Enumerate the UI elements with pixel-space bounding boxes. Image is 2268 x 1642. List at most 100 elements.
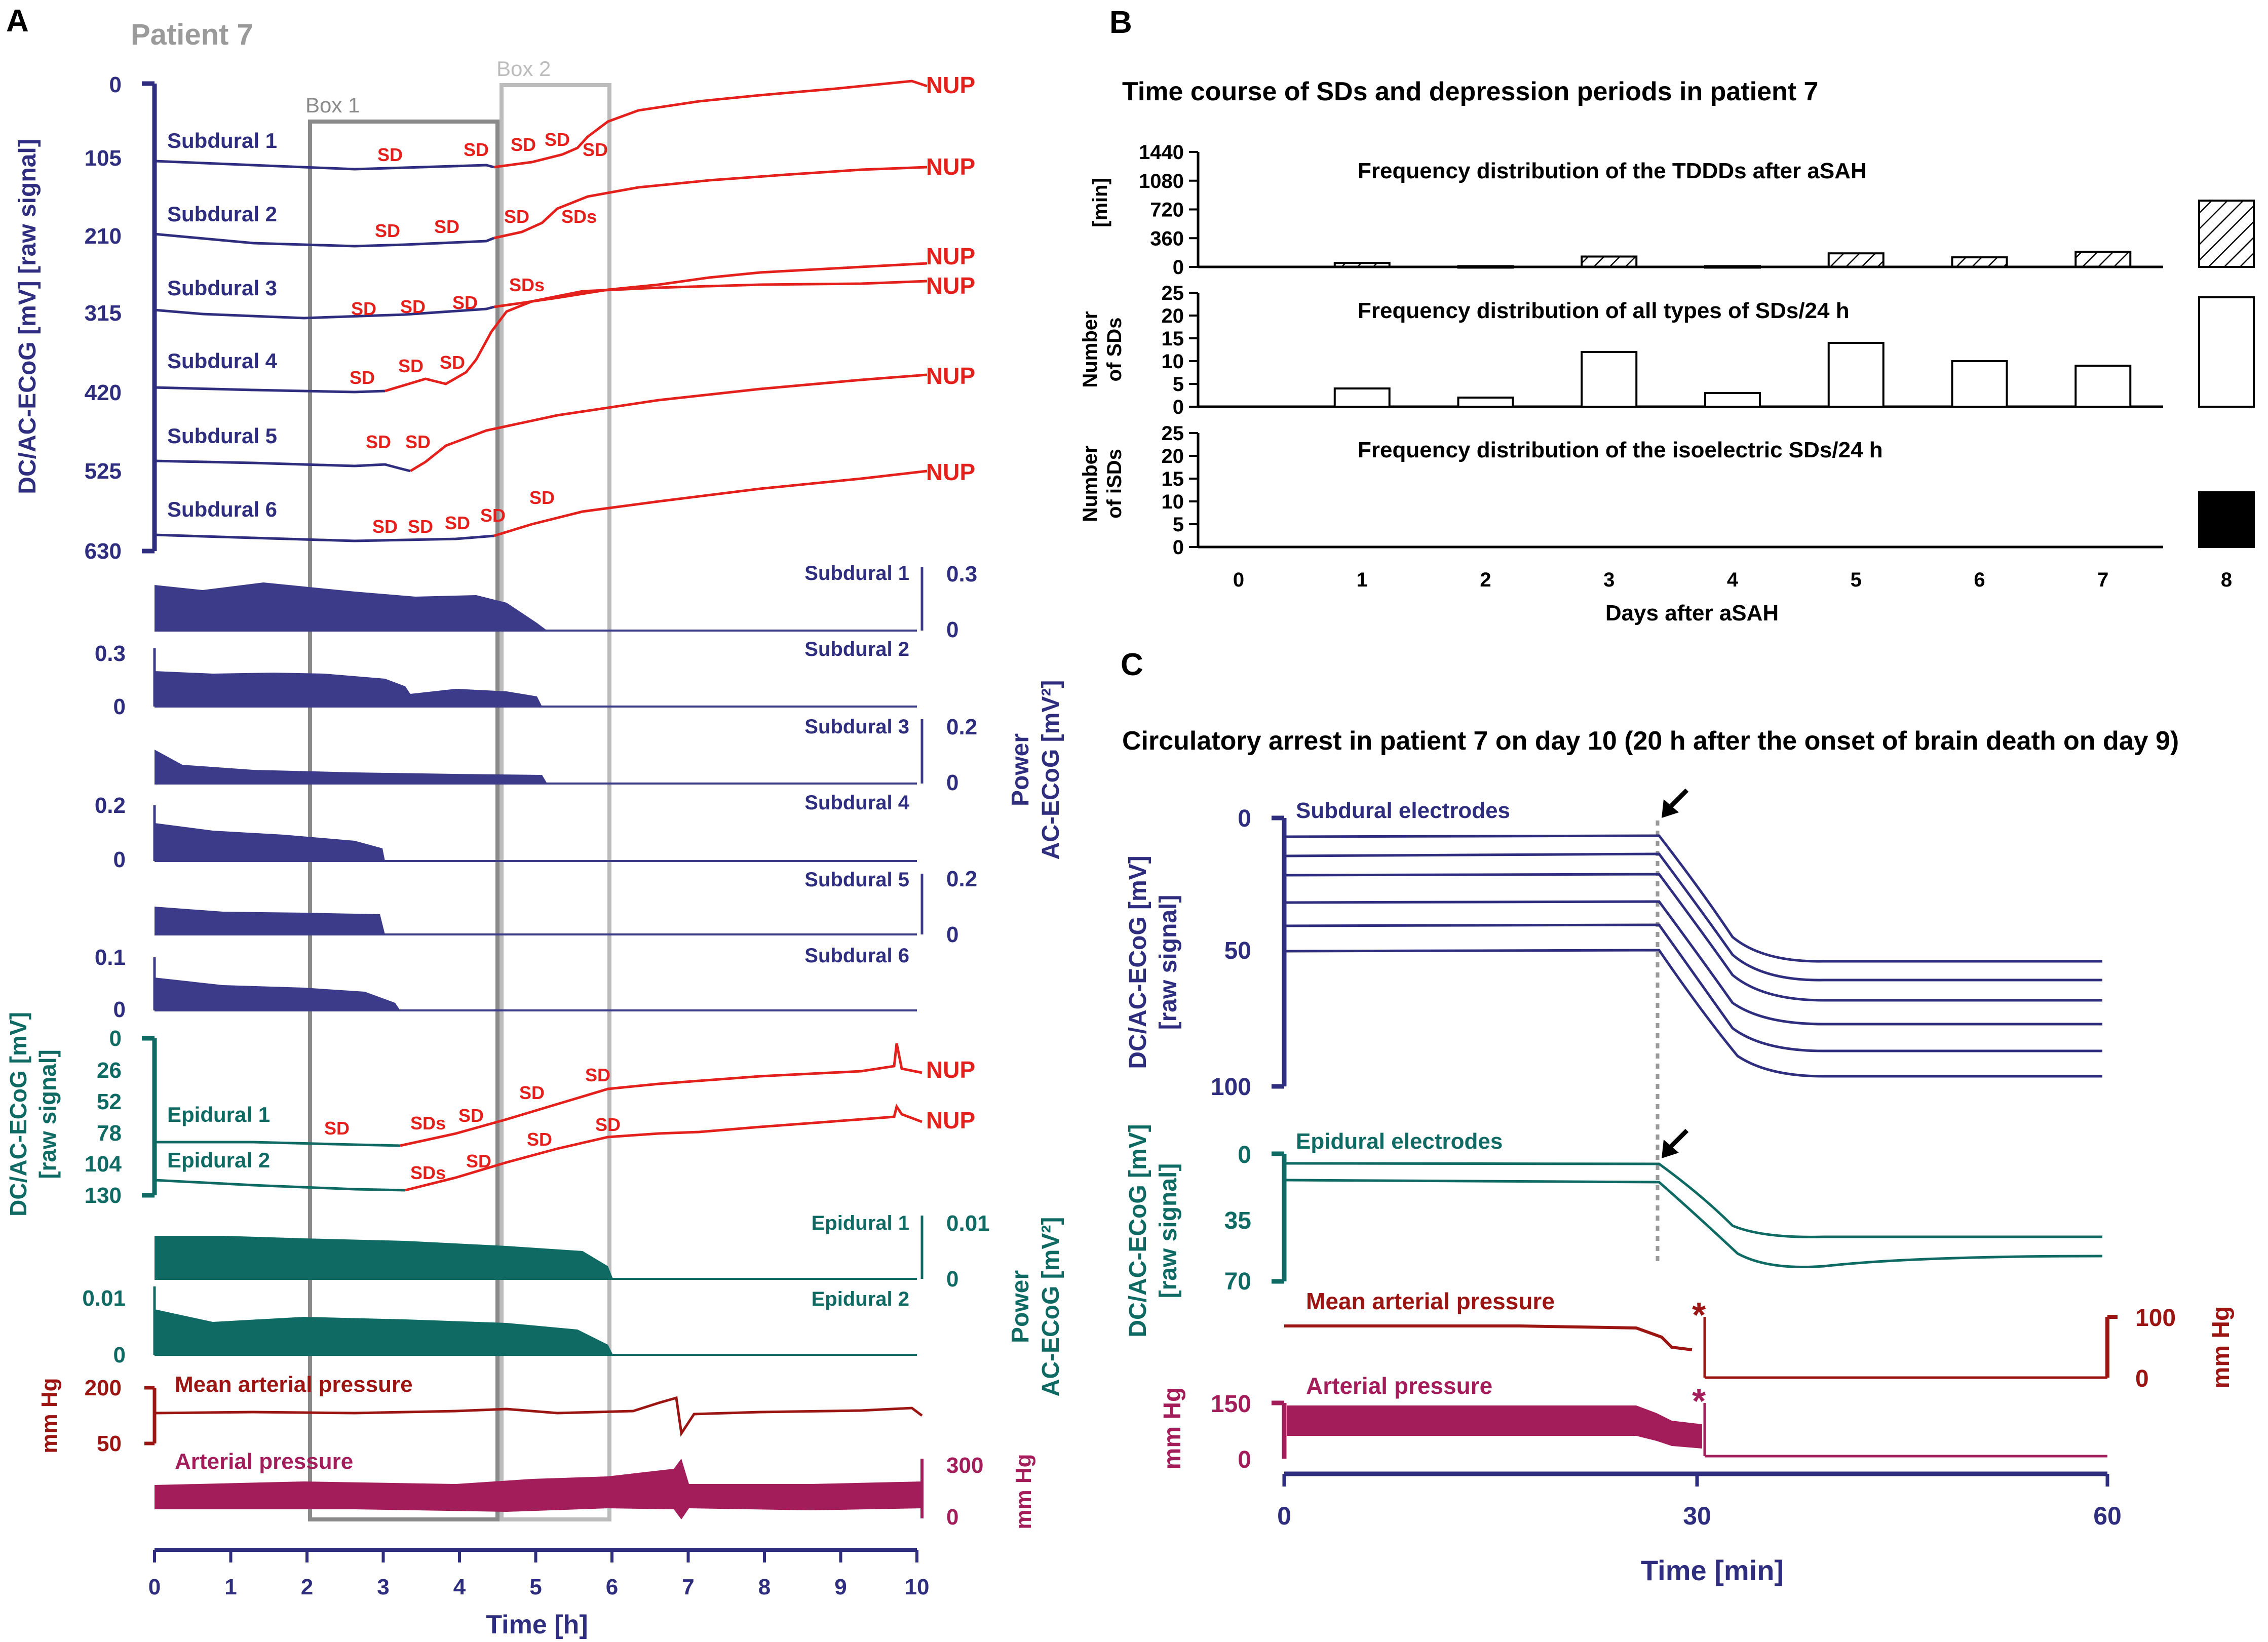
subdural-5-trace	[154, 459, 411, 473]
nup-labels: NUP NUP NUP NUP NUP NUP	[926, 72, 975, 485]
map-tick: 200	[85, 1376, 122, 1400]
epi-sd-mark: SD	[466, 1151, 491, 1171]
power-row-subdural-2	[155, 671, 542, 707]
sd-mark: SD	[408, 516, 433, 537]
a-x-tick: 2	[301, 1575, 313, 1599]
subdural-3-nup-trace	[493, 262, 928, 308]
chart-title-sds: Frequency distribution of all types of S…	[1358, 298, 1850, 323]
dc-y-label: DC/AC-ECoG [mV] [raw signal]	[14, 139, 41, 494]
epi-sd-mark: SD	[458, 1105, 484, 1126]
power-row-subdural-6	[155, 978, 400, 1010]
dc-tick: 105	[85, 146, 122, 171]
c-sub-traces	[1284, 834, 2102, 1078]
epidural-power: Epidural 1 Epidural 2 0.01 0 0.01 0 Powe…	[82, 1211, 1064, 1396]
sd-mark: SD	[445, 513, 470, 533]
epi-sd-mark: SD	[324, 1118, 350, 1139]
y-tick-label: 25	[1162, 282, 1184, 304]
panel-c-x-label: Time [min]	[1641, 1554, 1784, 1586]
subdural-power-labels: Subdural 1 Subdural 2 Subdural 3 Subdura…	[804, 562, 909, 967]
ap-tick: 300	[946, 1453, 983, 1478]
c-sub-trace	[1284, 834, 2102, 963]
epi-sd-mark: SDs	[410, 1113, 446, 1133]
c-sub-arrow-icon	[1666, 788, 1689, 811]
panel-b-letter: B	[1109, 5, 1132, 40]
y-tick-label: 0	[1173, 536, 1184, 559]
subdural-label: Subdural 3	[167, 276, 277, 300]
a-x-tick: 7	[682, 1575, 694, 1599]
b-x-tick: 7	[2097, 569, 2108, 591]
epi-y-label-1: DC/AC-ECoG [mV]	[5, 1012, 31, 1217]
bar-day-1	[1333, 262, 1391, 268]
y-tick-label: 10	[1162, 350, 1184, 373]
y-label-min: [min]	[1089, 178, 1111, 227]
c-ap-asterisk: *	[1692, 1381, 1706, 1421]
a-x-tick: 6	[606, 1575, 618, 1599]
subdural-6-nup-trace	[493, 470, 928, 537]
c-epi-tick: 70	[1224, 1268, 1251, 1295]
epi-tick: 130	[85, 1183, 122, 1208]
c-sub-label: Subdural electrodes	[1296, 798, 1510, 823]
subdural-power-ticks: 0.3 0 0.3 0 0.2 0 0.2 0 0.2 0 0.1 0	[95, 562, 977, 1022]
y-tick-label: 720	[1150, 199, 1184, 221]
epi-power-tick: 0.01	[82, 1286, 126, 1311]
ap-label: Arterial pressure	[175, 1449, 353, 1474]
sd-mark: SD	[398, 356, 424, 376]
sd-mark: SD	[440, 352, 465, 373]
b-x-tick: 2	[1480, 569, 1491, 591]
power-label: Subdural 4	[804, 792, 909, 814]
power-tick: 0	[113, 997, 126, 1022]
bar-day-2	[1457, 265, 1514, 269]
c-sub-trace	[1284, 873, 2102, 1002]
nup-label: NUP	[926, 153, 975, 180]
dc-tick: 315	[85, 301, 122, 326]
y-tick-label: 1440	[1139, 141, 1184, 164]
c-ap-label: Arterial pressure	[1306, 1373, 1492, 1399]
subdural-3-trace	[154, 305, 494, 320]
panel-c-map: Mean arterial pressure * 100 0 mm Hg	[1284, 1288, 2235, 1392]
sd-mark: SD	[452, 292, 478, 313]
subdural-label: Subdural 1	[167, 129, 277, 152]
map-tick: 50	[97, 1431, 122, 1456]
panel-a-letter: A	[6, 4, 29, 38]
y-tick-label: 5	[1173, 514, 1184, 536]
epi-power-y-label-1: Power	[1007, 1270, 1034, 1343]
power-tick: 0.1	[95, 945, 126, 970]
epi-power-tick: 0	[113, 1343, 126, 1367]
epi-sd-mark: SD	[585, 1065, 610, 1085]
sd-mark: SD	[511, 134, 536, 155]
panel-c-epidural: 0 35 70 Epidural electrodes DC/AC-ECoG […	[1125, 1124, 2103, 1338]
box-2-label: Box 2	[496, 57, 551, 81]
bar-day-5	[1827, 252, 1885, 268]
c-map-tick: 100	[2135, 1305, 2176, 1332]
box-1	[308, 120, 499, 1521]
y-tick-label: 20	[1162, 445, 1184, 467]
map-unit: mm Hg	[37, 1378, 62, 1453]
bar-day-6	[1951, 360, 2008, 408]
nup-label: NUP	[926, 459, 975, 485]
subdural-2-nup-trace	[493, 166, 928, 240]
bar-day-4	[1704, 392, 1761, 408]
epidural-1-trace	[155, 1141, 401, 1147]
power-tick: 0	[113, 847, 126, 872]
y-tick-label: 10	[1162, 491, 1184, 513]
power-label: Subdural 6	[804, 945, 909, 967]
map-label: Mean arterial pressure	[175, 1372, 413, 1397]
sd-mark: SDs	[561, 206, 597, 227]
bar-day-3	[1581, 255, 1638, 268]
nup-label: NUP	[926, 272, 975, 299]
a-x-tick: 9	[834, 1575, 847, 1599]
ap-tick: 0	[946, 1505, 958, 1530]
epi-sd-mark: SDs	[410, 1162, 446, 1183]
bar-day-7	[2074, 365, 2132, 408]
epi-tick: 104	[85, 1152, 122, 1177]
subdural-6-trace	[154, 533, 494, 542]
power-tick: 0.3	[95, 641, 126, 666]
nup-label: NUP	[926, 1107, 975, 1133]
power-y-label: Power AC-ECoG [mV²]	[1007, 680, 1064, 860]
dc-tick: 420	[85, 380, 122, 405]
subdural-4-nup-trace	[385, 280, 928, 393]
panel-a-x-label: Time [h]	[486, 1610, 588, 1639]
